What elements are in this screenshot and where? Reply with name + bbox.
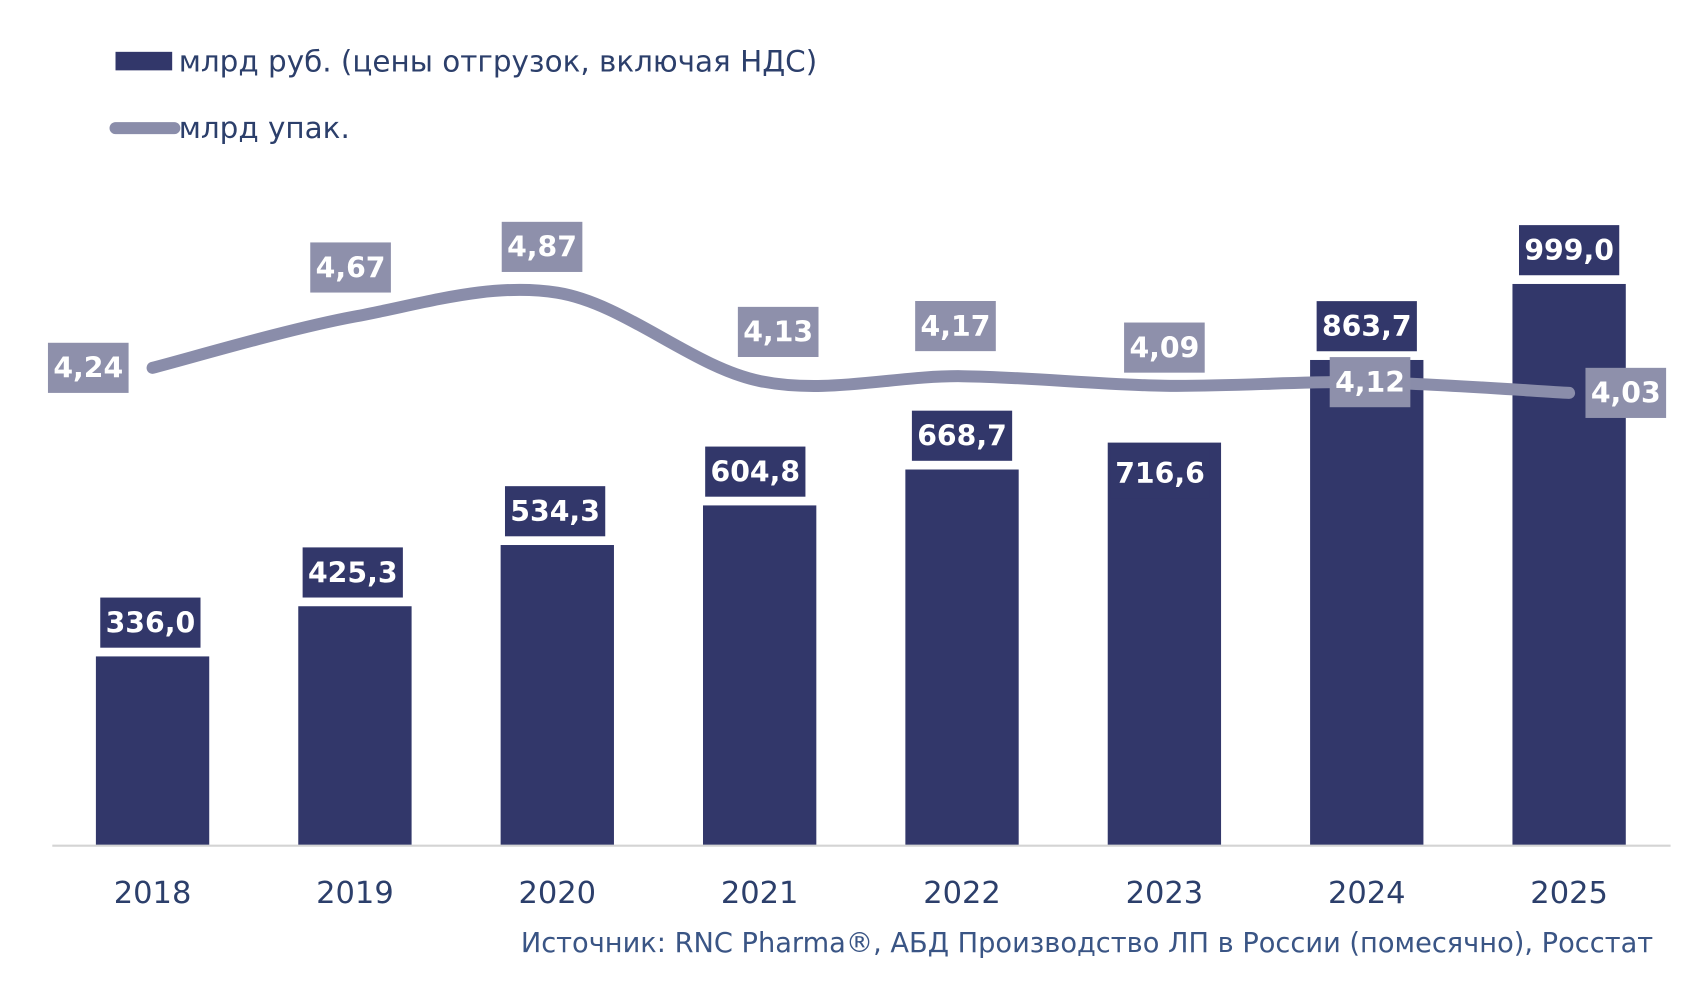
bar-label-2021-box (705, 446, 806, 497)
legend-label-bar: млрд руб. (цены отгрузок, включая НДС) (179, 44, 817, 78)
bar-2018 (95, 656, 210, 846)
line-label-2020-box (501, 221, 583, 272)
line-label-2022: 4,17 (921, 310, 991, 343)
bar-2020 (500, 545, 614, 846)
line-label-2024-box (1329, 357, 1411, 408)
bar-label-2020: 534,3 (510, 495, 600, 528)
legend-label-line: млрд упак. (179, 111, 350, 145)
bar-2023 (1107, 442, 1222, 846)
bar-label-2023-box (1110, 448, 1210, 499)
bar-2021 (702, 505, 817, 846)
bar-label-2025: 999,0 (1524, 234, 1614, 267)
line-label-2023-box (1124, 322, 1205, 373)
x-tick-2024: 2024 (1328, 876, 1406, 911)
bar-label-2019: 425,3 (308, 556, 398, 589)
line-label-2021: 4,13 (743, 316, 813, 349)
x-tick-2021: 2021 (721, 876, 799, 911)
bar-label-2020-box (504, 486, 606, 537)
bar-label-2024: 863,7 (1322, 310, 1412, 343)
line-label-2023: 4,09 (1129, 331, 1199, 364)
line-label-2025: 4,03 (1591, 377, 1661, 410)
line-label-2025-box (1585, 367, 1667, 418)
line-label-2018: 4,24 (53, 352, 123, 385)
line-label-2018-box (47, 342, 129, 393)
line-label-2022-box (915, 301, 996, 352)
source-note: Источник: RNC Pharma®, АБД Производство … (521, 928, 1653, 959)
bar-2022 (905, 469, 1019, 846)
legend-swatch-bar (115, 51, 173, 71)
bar-label-2018-box (100, 597, 201, 648)
bar-label-2018: 336,0 (106, 606, 196, 639)
x-tick-2023: 2023 (1126, 876, 1204, 911)
bar-label-2022: 668,7 (917, 420, 1007, 453)
line-label-2019: 4,67 (316, 251, 386, 284)
bar-label-2024-box (1316, 301, 1417, 352)
bar-label-2022-box (911, 410, 1013, 461)
x-tick-2022: 2022 (923, 876, 1001, 911)
x-tick-2019: 2019 (316, 876, 394, 911)
line-label-2021-box (737, 306, 819, 357)
bar-2019 (298, 606, 412, 846)
bar-label-2019-box (302, 547, 403, 598)
line-label-2019-box (310, 242, 391, 293)
bar-label-2025-box (1518, 225, 1620, 276)
line-label-2024: 4,12 (1335, 366, 1405, 399)
legend: млрд руб. (цены отгрузок, включая НДС) м… (109, 44, 817, 145)
x-tick-2018: 2018 (114, 876, 192, 911)
x-tick-2020: 2020 (518, 876, 596, 911)
bar-label-2023: 716,6 (1115, 457, 1205, 490)
bar-2024 (1310, 359, 1424, 846)
x-tick-2025: 2025 (1530, 876, 1608, 911)
bar-label-2021: 604,8 (710, 455, 800, 488)
line-label-2020: 4,87 (507, 231, 577, 264)
